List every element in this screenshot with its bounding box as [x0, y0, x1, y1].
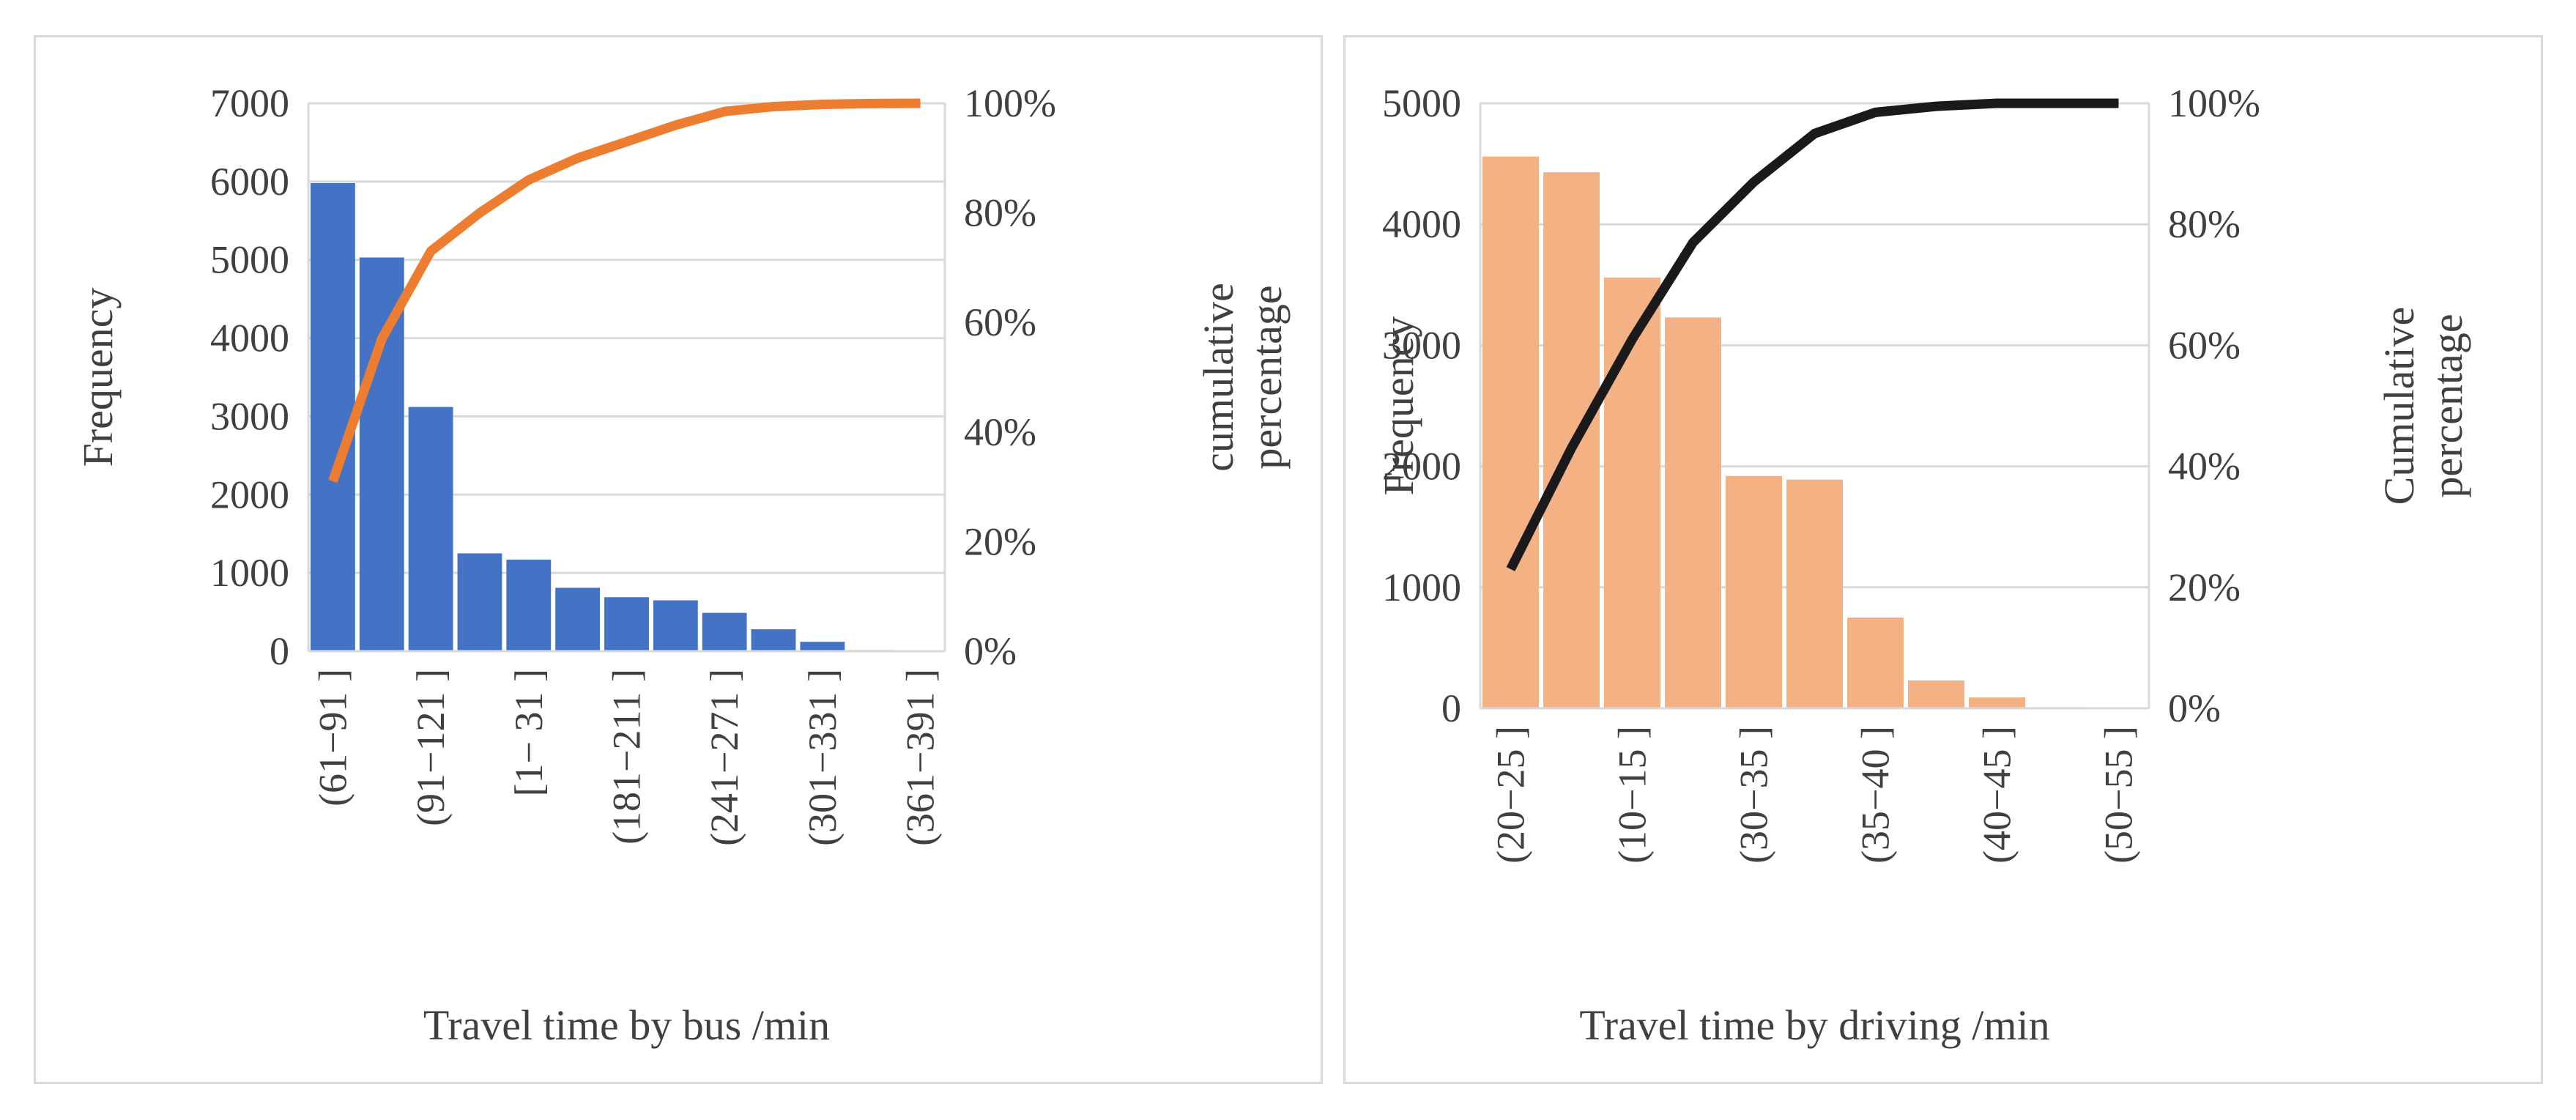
bus-x-tick: [1− 31 ] [507, 669, 551, 796]
bus-bar [653, 600, 698, 651]
drive-y2-tick: 100% [2168, 81, 2260, 125]
drive-y-axis-title: Frequency [1375, 316, 1422, 496]
bus-bar [506, 559, 552, 651]
drive-y-tick: 5000 [1382, 81, 1461, 125]
drive-y-tick: 3000 [1382, 323, 1461, 367]
drive-bar [1847, 618, 1904, 708]
drive-x-tick: (40−45 ] [1975, 726, 2019, 864]
drive-y-tick: 4000 [1382, 202, 1461, 246]
bus-bar [800, 642, 845, 651]
drive-y2-tick: 80% [2168, 202, 2241, 246]
bus-x-tick: (91−121 ] [409, 669, 453, 826]
bus-cumulative-line [328, 98, 921, 483]
bus-y2-axis-title: percentage [1243, 285, 1291, 469]
bus-y2-tick: 80% [964, 191, 1036, 235]
drive-y2-tick: 20% [2168, 565, 2241, 609]
drive-bar [1726, 475, 1782, 708]
bus-x-tick: (361−391 ] [899, 669, 943, 846]
drive-y-tick: 2000 [1382, 445, 1461, 489]
bus-bar [555, 587, 601, 651]
driving-chart: 5000 4000 3000 2000 1000 0 100% 80% 60% 40% 20% 0% (… [1375, 81, 2471, 1049]
bus-y2-tick: 100% [964, 81, 1056, 125]
drive-y-tick: 0 [1441, 686, 1461, 730]
drive-x-tick: (50−55 ] [2097, 726, 2141, 864]
drive-bar [1665, 317, 1721, 708]
bus-bar [359, 257, 404, 652]
bus-x-axis-title: Travel time by bus /min [423, 1001, 830, 1049]
bus-y-axis-title: Frequency [74, 288, 122, 467]
bus-y2-tick: 40% [964, 410, 1036, 454]
drive-cumulative-line [1506, 98, 2119, 571]
bus-y2-axis-title: cumulative [1195, 283, 1242, 472]
bus-x-tick: (61−91 ] [311, 669, 355, 806]
bus-bar [604, 597, 649, 651]
drive-x-axis-title: Travel time by driving /min [1579, 1001, 2049, 1049]
drive-x-tick: (30−35 ] [1732, 726, 1776, 864]
bus-y-tick: 6000 [210, 160, 289, 204]
drive-bar [1908, 680, 1964, 708]
drive-x-tick: (20−25 ] [1489, 726, 1533, 864]
bus-chart: 7000 6000 5000 4000 3000 2000 1000 0 100% 80% 60% 4… [74, 81, 1291, 1049]
bus-y2-tick: 20% [964, 519, 1036, 563]
bus-chart-panel: 7000 6000 5000 4000 3000 2000 1000 0 100% 80% 60% 4… [34, 35, 1323, 1084]
bus-y-tick: 4000 [210, 316, 289, 360]
drive-bar [1786, 479, 1843, 708]
bus-y2-tick: 60% [964, 300, 1036, 344]
bus-bar [408, 407, 453, 651]
bus-y-tick: 2000 [210, 472, 289, 516]
bus-y-tick: 1000 [210, 551, 289, 595]
bus-bar [751, 629, 796, 651]
bus-y-tick: 7000 [210, 81, 289, 125]
drive-y2-axis-title: Cumulative [2375, 307, 2423, 505]
bus-y-tick: 3000 [210, 394, 289, 438]
bus-x-tick: (181−211 ] [605, 669, 649, 845]
drive-x-tick: (35−40 ] [1854, 726, 1898, 864]
drive-x-tick: (10−15 ] [1611, 726, 1655, 864]
bus-x-tick: (241−271 ] [702, 669, 746, 846]
drive-bar [1482, 156, 1539, 709]
drive-bar [1604, 277, 1660, 708]
bus-y-tick: 5000 [210, 238, 289, 282]
drive-y-tick: 1000 [1382, 565, 1461, 609]
bus-x-tick: (301−331 ] [801, 669, 845, 846]
bus-y-tick: 0 [270, 629, 289, 673]
bus-bar [311, 182, 355, 652]
drive-y2-tick: 40% [2168, 445, 2241, 489]
bus-bar [702, 612, 747, 651]
drive-bar [1969, 697, 2025, 708]
bus-y2-tick: 0% [964, 629, 1017, 673]
drive-y2-tick: 0% [2168, 686, 2221, 730]
bus-bar [457, 553, 502, 651]
drive-y2-axis-title: percentage [2424, 314, 2471, 497]
drive-y2-tick: 60% [2168, 323, 2241, 367]
driving-chart-panel: 5000 4000 3000 2000 1000 0 100% 80% 60% 40% 20% 0% (… [1343, 35, 2543, 1084]
